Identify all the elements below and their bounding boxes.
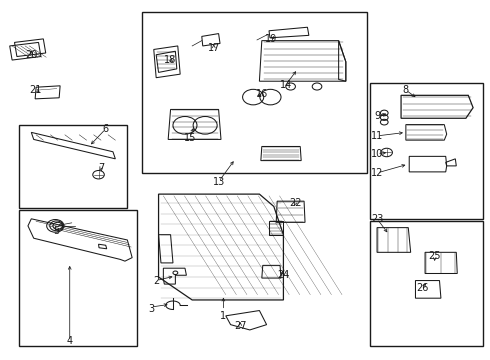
Text: 17: 17 (208, 43, 220, 53)
Bar (370, 83, 483, 219)
Text: 11: 11 (371, 131, 383, 141)
Text: 23: 23 (371, 214, 383, 224)
Text: 3: 3 (148, 304, 154, 314)
Text: 21: 21 (29, 85, 41, 95)
Text: 2: 2 (153, 275, 159, 285)
Text: 7: 7 (98, 163, 104, 173)
Text: 20: 20 (25, 50, 38, 60)
Bar (19, 125, 127, 208)
Text: 8: 8 (403, 85, 409, 95)
Text: 22: 22 (289, 198, 302, 208)
Bar (142, 13, 368, 173)
Text: 10: 10 (371, 149, 383, 158)
Text: 6: 6 (103, 124, 109, 134)
Text: 18: 18 (165, 55, 177, 65)
Text: 27: 27 (234, 321, 246, 332)
Text: 5: 5 (53, 226, 60, 236)
Text: 24: 24 (277, 270, 290, 280)
Bar (370, 221, 483, 346)
Text: 16: 16 (256, 89, 268, 99)
Bar (19, 210, 137, 346)
Text: 4: 4 (67, 336, 73, 346)
Text: 15: 15 (184, 133, 196, 143)
Text: 26: 26 (416, 283, 429, 293)
Text: 1: 1 (220, 311, 226, 321)
Text: 19: 19 (265, 34, 277, 44)
Text: 14: 14 (280, 80, 292, 90)
Text: 25: 25 (428, 251, 441, 261)
Text: 9: 9 (374, 112, 380, 121)
Text: 13: 13 (213, 177, 225, 187)
Text: 12: 12 (371, 168, 383, 178)
